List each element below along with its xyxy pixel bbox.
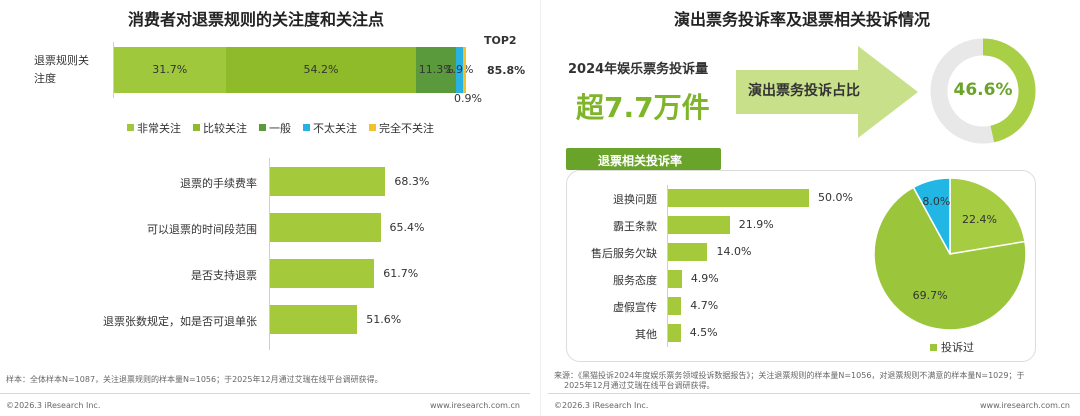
pie-slice-label-1: 22.4% bbox=[962, 213, 997, 226]
left-hbar-category-2: 可以退票的时间段范围 bbox=[147, 222, 257, 236]
left-footer-copyright: ©2026.3 iResearch Inc. bbox=[6, 401, 101, 410]
stacked-segment-3 bbox=[416, 47, 457, 93]
stacked-segment-5 bbox=[462, 47, 466, 93]
right-footer-copyright: ©2026.3 iResearch Inc. bbox=[554, 401, 649, 410]
legend-item-5: 完全不关注 bbox=[369, 120, 434, 136]
pie-chart: 22.4% 69.7% 8.0% bbox=[873, 177, 1027, 331]
stacked-axis-line bbox=[113, 42, 114, 98]
arrow-label: 演出票务投诉占比 bbox=[748, 83, 860, 99]
legend-label-3: 一般 bbox=[269, 121, 291, 135]
left-hbar-bar-3 bbox=[270, 259, 375, 288]
stacked-segment-label-3: 11.3% bbox=[418, 63, 454, 76]
left-hbar-value-3: 61.7% bbox=[383, 266, 419, 280]
subheading-tab bbox=[566, 148, 721, 170]
complaint-box bbox=[566, 170, 1036, 362]
legend-item-2: 比较关注 bbox=[193, 120, 247, 136]
right-footnote-line1: 来源：《黑猫投诉2024年度娱乐票务领域投诉数据报告》；关注退票规则的样本量N=… bbox=[554, 371, 1025, 380]
pie-slice-1 bbox=[949, 177, 1026, 255]
legend-label-1: 非常关注 bbox=[137, 121, 181, 135]
right-hbar-value-1: 50.0% bbox=[818, 191, 853, 204]
legend-label-4: 不太关注 bbox=[313, 121, 357, 135]
donut-chart bbox=[930, 38, 1036, 144]
left-hbar-value-2: 65.4% bbox=[389, 220, 425, 234]
pie-slice-3 bbox=[912, 177, 951, 255]
left-hbar-value-1: 68.3% bbox=[394, 174, 430, 188]
stacked-bar-small-segment-label: 0.9% bbox=[454, 92, 482, 105]
arrow-polygon bbox=[736, 46, 918, 138]
left-hbar-axis bbox=[269, 158, 270, 350]
left-hbar-bar-4 bbox=[270, 305, 358, 334]
top2-value: 85.8% bbox=[487, 64, 526, 77]
stacked-segment-label-2: 54.2% bbox=[303, 63, 339, 76]
legend-label-2: 比较关注 bbox=[203, 121, 247, 135]
pie-slice-2 bbox=[873, 186, 1027, 331]
right-hbar-category-2: 霸王条款 bbox=[613, 220, 657, 233]
right-hbar-bar-5 bbox=[668, 297, 682, 315]
right-footer-url: www.iresearch.com.cn bbox=[980, 401, 1070, 410]
pie-legend-label: 投诉过 bbox=[941, 341, 974, 354]
right-hbar-bar-4 bbox=[668, 270, 682, 288]
stat-value: 超7.7万件 bbox=[576, 91, 710, 124]
pie-legend: 投诉过 bbox=[930, 339, 974, 355]
right-hbar-bar-1 bbox=[668, 189, 809, 207]
left-hbar-value-4: 51.6% bbox=[366, 312, 402, 326]
left-footer-url: www.iresearch.com.cn bbox=[430, 401, 520, 410]
left-hbar-category-3: 是否支持退票 bbox=[191, 268, 257, 282]
stacked-bar-category-label: 退票规则关 注度 bbox=[34, 52, 104, 88]
right-hbar-category-1: 退换问题 bbox=[613, 193, 657, 206]
donut-value: 46.6% bbox=[953, 80, 1013, 100]
stat-label: 2024年娱乐票务投诉量 bbox=[568, 62, 709, 77]
stacked-segment-4 bbox=[456, 47, 463, 93]
pie-slice-label-2: 69.7% bbox=[913, 289, 948, 302]
right-hbar-bar-6 bbox=[668, 324, 681, 342]
right-footnote-line2: 2025年12月通过艾瑞在线平台调研获得。 bbox=[564, 381, 715, 390]
stacked-segment-label-4: 1.9% bbox=[445, 63, 474, 76]
panel-divider bbox=[540, 0, 541, 416]
legend-label-5: 完全不关注 bbox=[379, 121, 434, 135]
right-hbar-bar-2 bbox=[668, 216, 730, 234]
subheading-label: 退票相关投诉率 bbox=[598, 154, 683, 168]
stacked-bar-legend: 非常关注 比较关注 一般 不太关注 完全不关注 bbox=[127, 116, 446, 136]
legend-item-1: 非常关注 bbox=[127, 120, 181, 136]
right-hbar-bar-3 bbox=[668, 243, 708, 261]
right-footer-rule bbox=[548, 393, 1080, 394]
legend-swatch-3 bbox=[259, 124, 266, 131]
left-hbar-category-4: 退票张数规定，如是否可退单张 bbox=[103, 314, 257, 328]
legend-swatch-4 bbox=[303, 124, 310, 131]
stacked-segment-label-1: 31.7% bbox=[152, 63, 188, 76]
legend-item-4: 不太关注 bbox=[303, 120, 357, 136]
pie-legend-swatch bbox=[930, 343, 937, 351]
left-footer-rule bbox=[0, 393, 530, 394]
legend-item-3: 一般 bbox=[259, 120, 291, 136]
left-hbar-bar-2 bbox=[270, 213, 381, 242]
left-hbar-category-1: 退票的手续费率 bbox=[180, 176, 257, 190]
right-hbar-category-6: 其他 bbox=[635, 328, 657, 341]
pie-slice-label-3: 8.0% bbox=[922, 195, 950, 208]
right-hbar-value-2: 21.9% bbox=[738, 218, 774, 231]
stacked-bar-chart: 31.7% 54.2% 11.3% 1.9% bbox=[114, 47, 473, 93]
right-hbar-value-4: 4.9% bbox=[690, 272, 719, 285]
legend-swatch-5 bbox=[369, 124, 376, 131]
stacked-bar-category-label-line1: 退票规则关 bbox=[34, 54, 89, 67]
right-hbar-value-5: 4.7% bbox=[690, 299, 719, 312]
right-hbar-value-6: 4.5% bbox=[689, 326, 718, 339]
right-hbar-category-4: 服务态度 bbox=[613, 274, 657, 287]
left-title: 消费者对退票规则的关注度和关注点 bbox=[128, 10, 385, 29]
donut-arc bbox=[982, 38, 1036, 143]
right-hbar-category-5: 虚假宣传 bbox=[613, 301, 657, 314]
right-title: 演出票务投诉率及退票相关投诉情况 bbox=[674, 10, 931, 29]
stacked-segment-1 bbox=[114, 47, 226, 93]
legend-swatch-2 bbox=[193, 124, 200, 131]
right-hbar-value-3: 14.0% bbox=[716, 245, 752, 258]
left-hbar-bar-1 bbox=[270, 167, 386, 196]
stacked-segment-2 bbox=[225, 47, 417, 93]
stacked-bar-category-label-line2: 注度 bbox=[34, 72, 56, 85]
legend-swatch-1 bbox=[127, 124, 134, 131]
arrow-shape bbox=[736, 46, 918, 138]
top2-label: TOP2 bbox=[484, 34, 517, 47]
left-footnote: 样本：全体样本N=1087，关注退票规则的样本量N=1056；于2025年12月… bbox=[6, 375, 383, 384]
right-hbar-category-3: 售后服务欠缺 bbox=[591, 247, 657, 260]
right-hbar-axis bbox=[667, 185, 668, 347]
